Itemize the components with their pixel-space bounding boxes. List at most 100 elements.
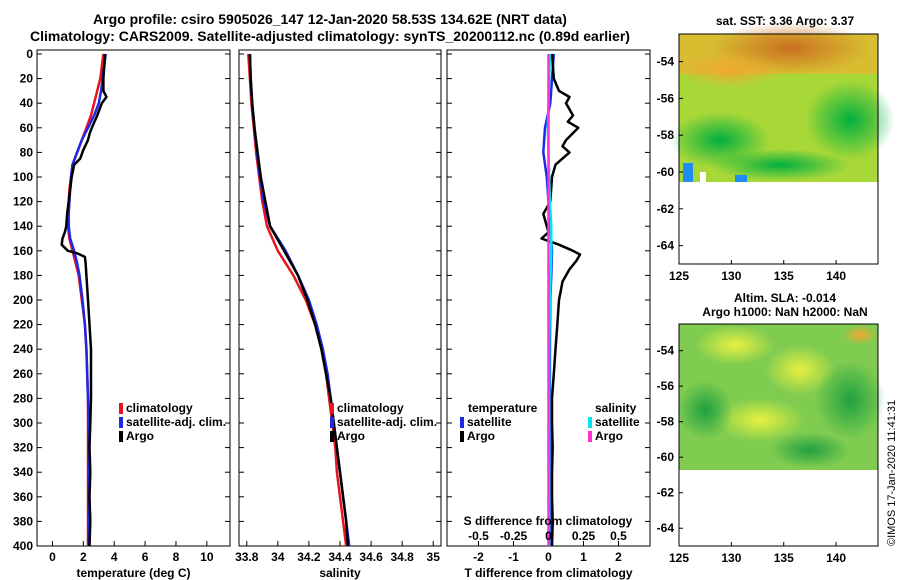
difference-temperature-legend-marker	[460, 431, 464, 442]
salinity-legend-label: climatology	[337, 401, 404, 415]
sla-orange-patch	[842, 325, 878, 345]
sla-map-ytick-label: -64	[657, 521, 675, 535]
sst-cold-patch	[683, 163, 693, 182]
temperature-xtick-label: 10	[200, 550, 214, 564]
secondary-axis-tick-label: -0.25	[500, 529, 528, 543]
sla-map-title-line-2: Argo h1000: NaN h2000: NaN	[702, 305, 868, 319]
temperature-legend-label: Argo	[126, 429, 154, 443]
sla-map-axes: 125 130 135 140 -54 -56 -58 -60 -62 -64	[657, 344, 847, 565]
temperature-ytick-label: 380	[13, 514, 33, 528]
temperature-ytick-label: 180	[13, 268, 33, 282]
sst-map-ytick-label: -58	[657, 128, 675, 142]
salinity-xtick-label: 34	[271, 550, 285, 564]
sst-map-xtick-label: 135	[774, 269, 794, 283]
secondary-axis-tick-label: 0	[545, 529, 552, 543]
difference-temperature-legend-marker	[460, 417, 464, 428]
salinity-xtick-label: 34.6	[359, 550, 383, 564]
sla-green-patch-2	[815, 360, 885, 440]
sst-map-xtick-label: 125	[669, 269, 689, 283]
temperature-xtick-label: 0	[49, 550, 56, 564]
salinity-series-group	[247, 53, 351, 546]
sst-cold-patch-2	[735, 175, 747, 182]
salinity-legend-label: satellite-adj. clim.	[337, 415, 437, 429]
sst-warm-patch	[675, 52, 785, 88]
temperature-legend-label: climatology	[126, 401, 193, 415]
temperature-ytick-label: 240	[13, 342, 33, 356]
temperature-ytick-label: 80	[20, 145, 34, 159]
salinity-xlabel: salinity	[319, 566, 361, 580]
temperature-ytick-label: 60	[20, 121, 34, 135]
salinity-xtick-label: 33.8	[235, 550, 259, 564]
sla-map-xtick-label: 135	[774, 551, 794, 565]
salinity-legend-label: Argo	[337, 429, 365, 443]
difference-xtick-label: -1	[508, 550, 519, 564]
temperature-ytick-label: 320	[13, 441, 33, 455]
secondary-axis-label: S difference from climatology	[464, 514, 633, 528]
temperature-xtick-label: 2	[80, 550, 87, 564]
sst-map-axes: 125 130 135 140 -54 -56 -58 -60 -62 -64	[657, 55, 847, 283]
difference-series-group	[540, 53, 582, 546]
sla-map-ytick-label: -54	[657, 344, 675, 358]
sla-no-data-area	[679, 470, 878, 546]
difference-xtick-label: 0	[545, 550, 552, 564]
secondary-axis-tick-label: -0.5	[468, 529, 489, 543]
temperature-series-group	[60, 53, 108, 546]
difference-xlabel: T difference from climatology	[464, 566, 632, 580]
sst-green-patch-south	[710, 149, 850, 181]
temperature-ytick-label: 40	[20, 96, 34, 110]
salinity-panel: 33.8 34 34.2 34.4 34.6 34.8 35 salinity climatol…	[235, 49, 442, 580]
temperature-ytick-label: 340	[13, 465, 33, 479]
sst-map-frame	[678, 33, 879, 265]
temperature-xtick-label: 4	[111, 550, 118, 564]
salinity-xtick-label: 34.2	[297, 550, 321, 564]
difference-panel: -2 -1 0 1 2 T difference from climatology temp…	[446, 49, 651, 580]
sla-green-patch-3	[770, 432, 850, 468]
difference-line-temperature-argo	[540, 53, 582, 546]
temperature-ytick-label: 260	[13, 367, 33, 381]
temperature-panel: 0 2 4 6 8 10020406080100120140160180200220240…	[13, 47, 231, 580]
sst-map-ytick-label: -54	[657, 55, 675, 69]
sla-map-xtick-label: 125	[669, 551, 689, 565]
difference-xtick-label: 2	[615, 550, 622, 564]
salinity-line-argo	[248, 53, 350, 546]
sla-map-ytick-label: -56	[657, 379, 675, 393]
difference-xtick-label: 1	[580, 550, 587, 564]
sst-no-data-area	[679, 182, 878, 264]
salinity-legend-marker	[330, 403, 334, 414]
temperature-ytick-label: 120	[13, 195, 33, 209]
sla-map-xtick-label: 140	[826, 551, 846, 565]
temperature-ytick-label: 0	[26, 47, 33, 61]
temperature-legend-marker	[119, 417, 123, 428]
salinity-legend-marker	[330, 431, 334, 442]
temperature-ytick-label: 400	[13, 539, 33, 553]
temperature-ytick-label: 220	[13, 318, 33, 332]
sst-map-ytick-label: -62	[657, 202, 675, 216]
temperature-xtick-label: 8	[173, 550, 180, 564]
temperature-xtick-label: 6	[142, 550, 149, 564]
sla-map-ytick-label: -58	[657, 415, 675, 429]
sla-map-ytick-label: -62	[657, 486, 675, 500]
difference-salinity-legend-label: satellite	[595, 415, 640, 429]
figure-title-line-1: Argo profile: csiro 5905026_147 12-Jan-2…	[93, 11, 567, 27]
sla-green-patch-1	[677, 380, 733, 440]
sla-yellow-patch-3	[715, 398, 805, 442]
salinity-xtick-label: 35	[427, 550, 441, 564]
salinity-legend-marker	[330, 417, 334, 428]
difference-temperature-legend-label: satellite	[467, 415, 512, 429]
temperature-line-climatology	[66, 53, 105, 546]
sst-map-ytick-label: -56	[657, 91, 675, 105]
temperature-ytick-label: 100	[13, 170, 33, 184]
secondary-axis-tick-label: 0.25	[572, 529, 596, 543]
temperature-legend-title: temperature	[468, 401, 538, 415]
temperature-ytick-label: 300	[13, 416, 33, 430]
sla-map-title-line-1: Altim. SLA: -0.014	[733, 291, 837, 305]
sla-yellow-patch-2	[765, 345, 835, 395]
sst-green-patch-east	[805, 80, 895, 160]
temperature-ytick-label: 280	[13, 391, 33, 405]
temperature-legend-label: satellite-adj. clim.	[126, 415, 226, 429]
salinity-line-climatology	[247, 53, 348, 546]
sla-map-xtick-label: 130	[721, 551, 741, 565]
difference-salinity-legend-marker	[588, 431, 592, 442]
salinity-xtick-label: 34.8	[390, 550, 414, 564]
